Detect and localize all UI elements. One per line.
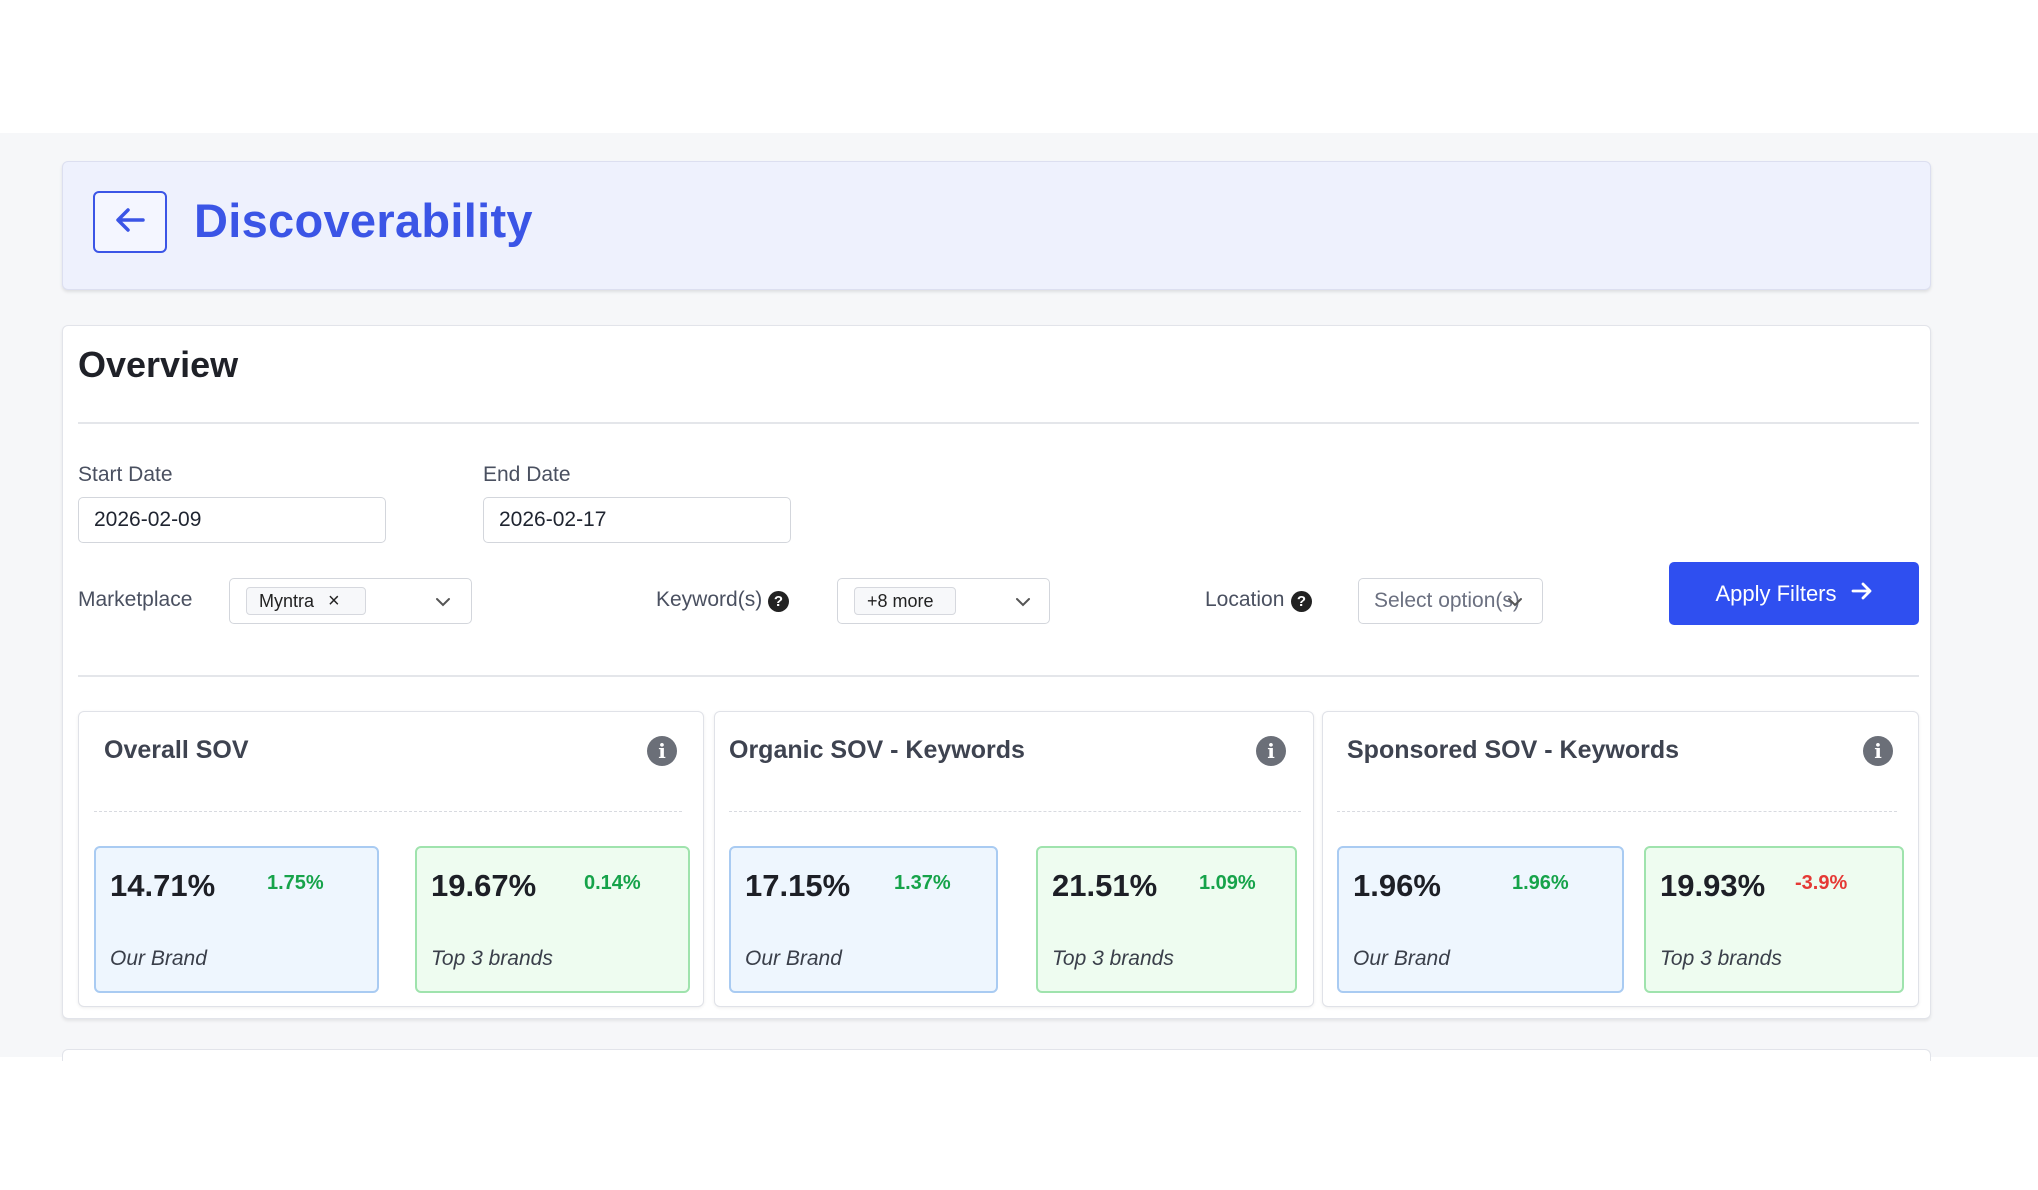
keywords-help-icon[interactable]: ?: [768, 591, 789, 612]
back-button[interactable]: [93, 191, 167, 253]
overview-title: Overview: [78, 344, 239, 385]
info-icon[interactable]: i: [647, 736, 677, 766]
panel-title: Overall SOV: [104, 736, 249, 764]
end-date-label: End Date: [483, 463, 571, 486]
metric-delta: -3.9%: [1795, 872, 1848, 894]
dashed-divider: [729, 811, 1301, 812]
metric-label: Top 3 brands: [1052, 947, 1174, 970]
metric-value: 19.93%: [1660, 868, 1766, 903]
location-label: Location: [1205, 588, 1285, 611]
our-brand-metric-card: 1.96% 1.96% Our Brand: [1337, 846, 1624, 993]
marketplace-label: Marketplace: [78, 588, 193, 611]
dashed-divider: [1337, 811, 1897, 812]
dashed-divider: [94, 811, 682, 812]
organic-sov-panel: Organic SOV - Keywords i 17.15% 1.37% Ou…: [714, 711, 1314, 1007]
metric-value: 14.71%: [110, 868, 216, 903]
metric-value: 21.51%: [1052, 868, 1158, 903]
overall-sov-panel: Overall SOV i 14.71% 1.75% Our Brand 19.…: [78, 711, 704, 1007]
metric-delta: 1.37%: [894, 872, 951, 894]
marketplace-chip: Myntra ×: [246, 587, 366, 615]
location-help-icon[interactable]: ?: [1291, 591, 1312, 612]
chip-remove-icon[interactable]: ×: [328, 589, 340, 612]
chevron-down-icon: [1014, 593, 1032, 611]
top-brands-metric-card: 19.93% -3.9% Top 3 brands: [1644, 846, 1904, 993]
location-select[interactable]: Select option(s): [1358, 578, 1543, 624]
our-brand-metric-card: 14.71% 1.75% Our Brand: [94, 846, 379, 993]
info-icon[interactable]: i: [1863, 736, 1893, 766]
metric-delta: 1.75%: [267, 872, 324, 894]
keywords-chip: +8 more: [854, 587, 956, 615]
apply-filters-button[interactable]: Apply Filters: [1669, 562, 1919, 625]
start-date-input[interactable]: 2026-02-09: [78, 497, 386, 543]
overview-section: Overview Start Date 2026-02-09 End Date …: [62, 325, 1931, 1019]
metric-value: 17.15%: [745, 868, 851, 903]
info-icon[interactable]: i: [1256, 736, 1286, 766]
metric-label: Our Brand: [745, 947, 842, 970]
apply-filters-label: Apply Filters: [1715, 580, 1837, 606]
metric-delta: 1.96%: [1512, 872, 1569, 894]
page-title: Discoverability: [194, 194, 533, 247]
metric-value: 19.67%: [431, 868, 537, 903]
metric-label: Top 3 brands: [431, 947, 553, 970]
chevron-down-icon: [1506, 593, 1524, 611]
top-brands-metric-card: 19.67% 0.14% Top 3 brands: [415, 846, 690, 993]
keywords-select[interactable]: +8 more: [837, 578, 1050, 624]
chevron-down-icon: [434, 593, 452, 611]
sponsored-sov-panel: Sponsored SOV - Keywords i 1.96% 1.96% O…: [1322, 711, 1919, 1007]
metric-label: Our Brand: [1353, 947, 1450, 970]
our-brand-metric-card: 17.15% 1.37% Our Brand: [729, 846, 998, 993]
panel-title: Organic SOV - Keywords: [729, 736, 1025, 764]
location-placeholder: Select option(s): [1374, 589, 1520, 612]
marketplace-chip-label: Myntra: [259, 590, 315, 611]
metric-label: Our Brand: [110, 947, 207, 970]
top-brands-metric-card: 21.51% 1.09% Top 3 brands: [1036, 846, 1297, 993]
next-section-card: [62, 1049, 1931, 1061]
metric-delta: 1.09%: [1199, 872, 1256, 894]
keywords-label: Keyword(s): [656, 588, 763, 611]
marketplace-select[interactable]: Myntra ×: [229, 578, 472, 624]
metric-label: Top 3 brands: [1660, 947, 1782, 970]
divider: [78, 675, 1919, 677]
start-date-label: Start Date: [78, 463, 173, 486]
page-header: Discoverability: [62, 161, 1931, 290]
metric-value: 1.96%: [1353, 868, 1441, 903]
end-date-input[interactable]: 2026-02-17: [483, 497, 791, 543]
panel-title: Sponsored SOV - Keywords: [1347, 736, 1680, 764]
metric-delta: 0.14%: [584, 872, 641, 894]
divider: [78, 422, 1919, 424]
arrow-right-icon: [1851, 581, 1873, 607]
arrow-left-icon: [115, 207, 145, 238]
keywords-chip-label: +8 more: [867, 590, 934, 611]
